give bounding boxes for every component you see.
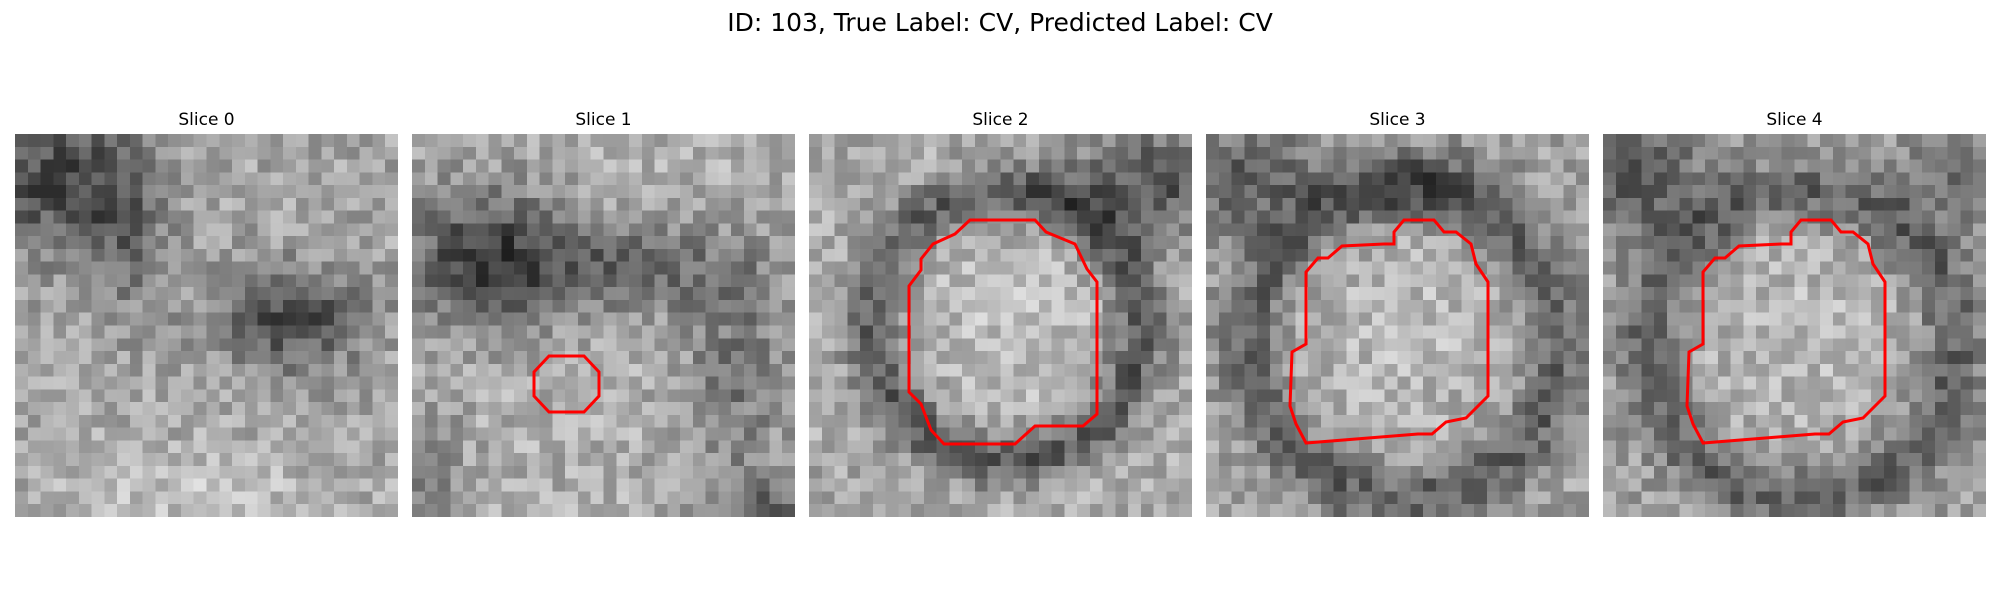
segmentation-contour — [1687, 220, 1885, 443]
slice-panel-3: Slice 3 — [1206, 108, 1589, 132]
slice-panel-2: Slice 2 — [809, 108, 1192, 132]
segmentation-contour — [909, 220, 1097, 444]
contour-overlay — [1206, 134, 1589, 517]
slice-panel-4: Slice 4 — [1603, 108, 1986, 132]
slice-image — [15, 134, 398, 517]
slice-title: Slice 0 — [15, 108, 398, 132]
slice-title: Slice 3 — [1206, 108, 1589, 132]
slice-title: Slice 1 — [412, 108, 795, 132]
contour-overlay — [1603, 134, 1986, 517]
contour-overlay — [809, 134, 1192, 517]
slice-title: Slice 2 — [809, 108, 1192, 132]
slice-title: Slice 4 — [1603, 108, 1986, 132]
slice-panel-0: Slice 0 — [15, 108, 398, 132]
contour-overlay — [412, 134, 795, 517]
segmentation-contour — [534, 356, 599, 412]
segmentation-contour — [1290, 220, 1488, 443]
figure-title: ID: 103, True Label: CV, Predicted Label… — [0, 8, 2000, 37]
slice-panel-1: Slice 1 — [412, 108, 795, 132]
